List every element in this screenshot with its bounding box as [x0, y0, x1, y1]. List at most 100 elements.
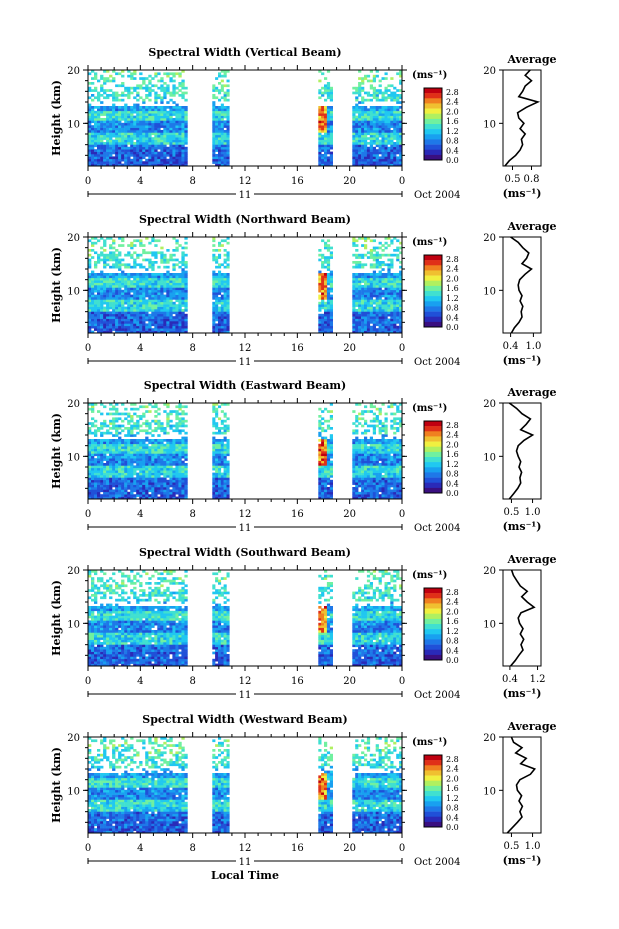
heatmap-cell	[226, 151, 230, 155]
heatmap-cell	[163, 496, 167, 500]
heatmap-cell	[175, 273, 179, 276]
heatmap-cell	[384, 113, 388, 116]
heatmap-cell	[109, 122, 113, 126]
heatmap-cell	[118, 154, 122, 157]
heatmap-cell	[133, 460, 137, 464]
heatmap-cell	[329, 118, 333, 121]
heatmap-cell	[148, 325, 152, 329]
heatmap-cell	[133, 311, 137, 315]
heatmap-cell	[166, 289, 170, 293]
heatmap-cell	[361, 142, 365, 145]
heatmap-cell	[103, 253, 107, 257]
heatmap-cell	[100, 110, 104, 114]
heatmap-cell	[399, 142, 403, 145]
heatmap-cell	[384, 72, 388, 76]
heatmap-cell	[136, 453, 140, 457]
heatmap-cell	[175, 313, 179, 317]
heatmap-cell	[121, 487, 125, 490]
heatmap-cell	[381, 94, 385, 97]
heatmap-cell	[220, 328, 224, 331]
heatmap-cell	[163, 429, 167, 433]
heatmap-cell	[184, 443, 188, 447]
heatmap-cell	[118, 244, 122, 247]
heatmap-cell	[364, 106, 368, 109]
heatmap-cell	[169, 419, 173, 423]
heatmap-cell	[369, 86, 373, 90]
colorbar-step	[424, 270, 442, 276]
heatmap-cell	[118, 321, 122, 324]
heatmap-cell	[136, 321, 140, 324]
heatmap-cell	[124, 491, 128, 495]
heatmap-cell	[372, 137, 376, 140]
heatmap-cell	[163, 313, 167, 317]
heatmap-cell	[151, 275, 155, 279]
heatmap-cell	[399, 309, 403, 312]
heatmap-cell	[133, 309, 137, 312]
heatmap-cell	[329, 146, 333, 150]
heatmap-cell	[181, 258, 185, 262]
heatmap-cell	[145, 275, 149, 279]
heatmap-cell	[163, 297, 167, 300]
heatmap-cell	[369, 94, 373, 97]
heatmap-cell	[121, 306, 125, 310]
heatmap-cell	[381, 318, 385, 322]
heatmap-cell	[366, 316, 371, 319]
heatmap-cell	[124, 306, 128, 310]
heatmap-cell	[100, 306, 104, 310]
heatmap-cell	[184, 477, 188, 481]
heatmap-cell	[169, 465, 173, 469]
heatmap-cell	[399, 241, 403, 245]
heatmap-cell	[169, 494, 173, 497]
heatmap-cell	[220, 321, 224, 324]
heatmap-cell	[372, 146, 376, 150]
heatmap-cell	[163, 491, 167, 495]
heatmap-cell	[220, 311, 224, 315]
heatmap-cell	[226, 106, 230, 109]
heatmap-cell	[223, 74, 227, 78]
heatmap-cell	[166, 494, 170, 497]
heatmap-cell	[121, 282, 125, 286]
heatmap-cell	[106, 304, 110, 307]
heatmap-cell	[115, 448, 119, 452]
heatmap-cell	[91, 154, 95, 157]
heatmap-cell	[151, 154, 155, 157]
heatmap-cell	[372, 94, 376, 97]
heatmap-cell	[390, 158, 394, 162]
heatmap-cell	[157, 146, 161, 150]
heatmap-cell	[121, 484, 125, 488]
heatmap-cell	[390, 294, 394, 298]
heatmap-cell	[218, 139, 222, 143]
heatmap-cell	[145, 285, 149, 288]
heatmap-cell	[396, 297, 400, 300]
heatmap-cell	[160, 299, 164, 303]
heatmap-cell	[142, 285, 146, 288]
heatmap-cell	[321, 253, 325, 257]
heatmap-cell	[324, 294, 328, 298]
heatmap-cell	[133, 277, 137, 281]
heatmap-cell	[121, 84, 125, 88]
heatmap-cell	[169, 484, 173, 488]
heatmap-cell	[181, 448, 185, 452]
heatmap-cell	[145, 453, 149, 457]
heatmap-cell	[358, 142, 362, 145]
heatmap-cell	[139, 470, 143, 473]
heatmap-cell	[148, 287, 152, 291]
heatmap-cell	[393, 96, 397, 100]
heatmap-cell	[88, 489, 92, 493]
heatmap-cell	[127, 309, 131, 312]
heatmap-cell	[169, 98, 173, 102]
heatmap-cell	[160, 77, 164, 80]
heatmap-cell	[326, 309, 331, 312]
heatmap-cell	[142, 487, 146, 490]
heatmap-cell	[148, 130, 152, 133]
heatmap-cell	[154, 410, 158, 413]
heatmap-cell	[166, 249, 170, 252]
heatmap-cell	[166, 139, 170, 143]
heatmap-cell	[387, 273, 391, 276]
heatmap-cell	[172, 156, 176, 160]
heatmap-cell	[321, 130, 325, 133]
heatmap-cell	[139, 330, 143, 334]
heatmap-cell	[160, 154, 164, 157]
colorbar-tick-label: 2.0	[446, 107, 459, 116]
heatmap-cell	[97, 282, 101, 286]
